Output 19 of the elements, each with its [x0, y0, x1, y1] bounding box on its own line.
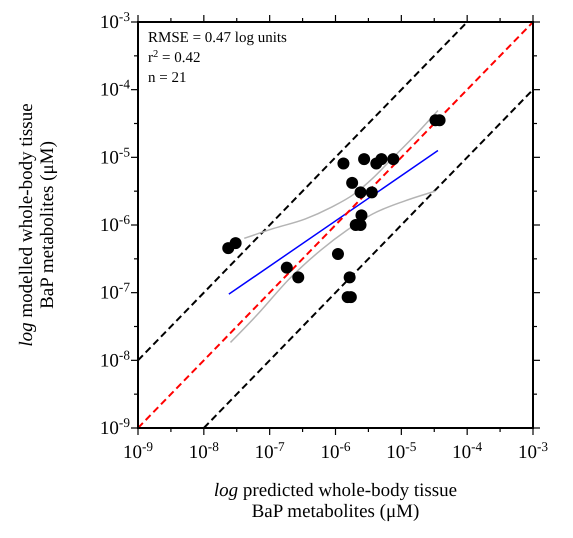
x-tick-label: 10$^{-4}$	[452, 438, 483, 463]
y-tick-label: 10$^{-6}$	[100, 212, 130, 236]
x-tick-label: 10$^{-7}$	[254, 438, 286, 463]
annotation: RMSE = 0.47 log units	[148, 30, 288, 46]
x-tick-label: 10$^{-8}$	[188, 438, 220, 463]
annotation: n = 21	[148, 70, 186, 86]
x-axis-title: log predicted whole-body tissue BaP metabolites (μM)	[214, 480, 458, 522]
y-tick-label: 10$^{-5}$	[100, 144, 130, 168]
y-axis-title: log modelled whole-body tissue BaP metabolites (μM)	[16, 103, 58, 347]
y-tick-label: 10$^{-9}$	[100, 414, 130, 439]
y-tick-label: 10$^{-4}$	[100, 76, 130, 101]
x-tick-label: 10$^{-5}$	[386, 438, 417, 463]
x-tick-label: 10$^{-6}$	[320, 438, 351, 463]
annotation: r$^{2}$ = 0.42	[148, 48, 200, 66]
x-tick-label: 10$^{-9}$	[122, 438, 154, 463]
x-tick-label: 10$^{-3}$	[518, 438, 548, 463]
y-tick-label: 10$^{-3}$	[100, 8, 130, 33]
y-tick-label: 10$^{-7}$	[100, 279, 130, 304]
y-tick-label: 10$^{-8}$	[100, 346, 130, 372]
